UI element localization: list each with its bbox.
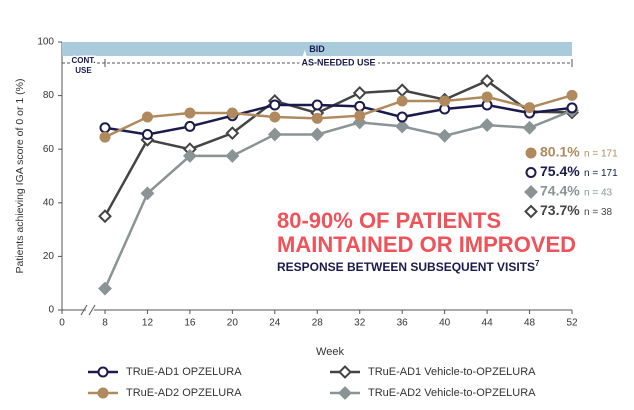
point [566,102,578,114]
cont-use-label: USE [75,66,92,75]
x-axis-label: Week [316,346,344,358]
end-label: 74.4% [540,183,580,199]
point [99,131,111,143]
point [395,83,410,98]
point [311,112,323,124]
bid-label: BID [309,44,325,54]
point [184,107,196,119]
axis-break [80,304,88,316]
x-tick-label: 44 [482,318,494,329]
x-tick-label: 0 [59,318,65,329]
headline-sub: RESPONSE BETWEEN SUBSEQUENT VISITS7 [277,259,540,274]
point [98,209,112,224]
y-tick-label: 0 [48,305,54,316]
end-label: 73.7% [540,202,580,218]
y-tick-label: 20 [43,251,55,262]
legend-label: TRuE-AD2 Vehicle-to-OPZELURA [368,387,536,399]
point [226,107,238,119]
headline: 80-90% OF PATIENTS [277,208,501,233]
legend-marker [97,366,109,378]
point [99,122,111,134]
point [141,128,153,140]
point [522,120,537,135]
point [269,99,281,111]
legend-label: TRuE-AD2 OPZELURA [126,387,242,399]
point [480,73,495,88]
x-tick-label: 40 [439,318,451,329]
cont-use-label: CONT. [72,56,96,65]
n-label: n = 43 [584,188,613,199]
point [141,111,153,123]
x-tick-label: 52 [566,318,578,329]
as-needed-label: AS-NEEDED USE [301,57,375,67]
series-line [103,79,573,217]
point [267,127,282,142]
cont-use-label: CONT. [72,56,96,65]
cont-use-label: USE [75,66,92,75]
point [481,91,493,103]
x-tick-label: 8 [102,318,108,329]
legend-label: TRuE-AD1 Vehicle-to-OPZELURA [368,366,536,378]
x-tick-label: 20 [227,318,239,329]
legend-item: TRuE-AD2 OPZELURA [88,387,242,399]
legend-item: TRuE-AD1 OPZELURA [88,366,242,378]
annotation-marker [525,167,537,178]
x-tick-label: 24 [269,318,281,329]
end-label: 75.4% [540,163,580,179]
annotation-marker [524,204,538,219]
y-tick-label: 60 [43,144,55,155]
series-line [103,109,573,290]
legend-marker [338,365,352,379]
x-tick-label: 16 [184,318,196,329]
legend-marker [338,386,352,400]
point [140,186,155,201]
axis-break [88,304,96,316]
legend-item: TRuE-AD1 Vehicle-to-OPZELURA [330,365,536,379]
x-tick-label: 48 [524,318,536,329]
point [439,95,451,107]
y-axis-label: Patients achieving IGA score of 0 or 1 (… [14,79,26,274]
x-tick-label: 36 [397,318,409,329]
n-label: n = 171 [584,149,618,160]
point [225,148,240,163]
legend-label: TRuE-AD1 OPZELURA [126,366,242,378]
point [395,119,410,134]
point [310,127,325,142]
annotation-marker [524,185,538,199]
point [98,281,112,296]
point [269,111,281,123]
point [396,95,408,107]
series-line [104,103,573,136]
point [437,128,452,143]
annotation-marker [525,147,537,159]
bid-band [62,42,572,56]
point [352,86,367,100]
y-tick-label: 40 [43,197,55,208]
point [566,89,578,101]
point [184,120,196,132]
legend-marker [97,387,109,399]
point [311,99,323,111]
n-label: n = 38 [584,207,613,218]
series-line [104,94,573,139]
y-tick-label: 80 [43,90,55,101]
point [480,118,495,132]
legend-item: TRuE-AD2 Vehicle-to-OPZELURA [330,386,536,400]
superscript: 7 [535,259,540,268]
headline: MAINTAINED OR IMPROVED [277,232,576,257]
x-tick-label: 12 [142,318,154,329]
y-tick-label: 100 [37,37,54,48]
end-label: 80.1% [540,144,580,160]
x-tick-label: 28 [312,318,324,329]
point [354,100,366,112]
n-label: n = 171 [584,168,618,179]
point [182,148,197,163]
point [225,126,240,141]
headline-sub-text: RESPONSE BETWEEN SUBSEQUENT VISITS [277,260,535,274]
x-tick-label: 32 [354,318,366,329]
point [524,102,536,114]
point [354,110,366,122]
point [396,111,408,123]
